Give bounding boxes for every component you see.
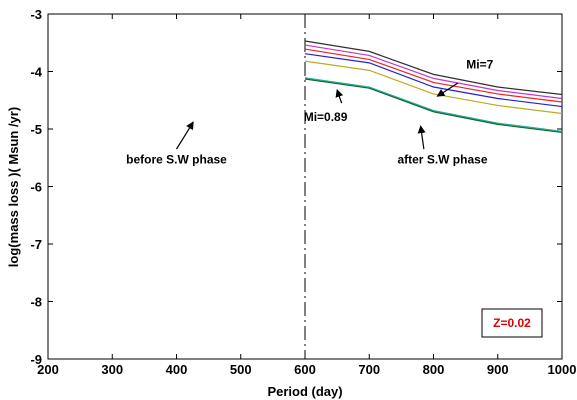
x-tick-label: 500 (230, 362, 252, 377)
x-axis-title: Period (day) (267, 384, 342, 399)
y-axis-title: log(mass loss )( Msun /yr) (6, 107, 21, 267)
series-line-6 (304, 77, 563, 132)
x-tick-label: 600 (294, 362, 316, 377)
annotation-arrow (436, 82, 459, 97)
annotation-label: Mi=0.89 (304, 110, 348, 124)
metallicity-box (481, 308, 543, 338)
x-tick-label: 300 (101, 362, 123, 377)
y-tick-label: -5 (30, 122, 42, 137)
x-tick-label: 1000 (548, 362, 577, 377)
y-tick-label: -9 (30, 352, 42, 367)
y-tick-label: -6 (30, 180, 42, 195)
annotation-label: after S.W phase (397, 153, 487, 167)
annotation-label: Mi=7 (466, 58, 493, 72)
plot-area: 200 300 400 500 600 700 800 900 1000 -3 -4 -5 -6 -7 -8… (30, 7, 576, 377)
y-tick-label: -4 (30, 65, 42, 80)
series-line-5 (304, 60, 563, 115)
annotation-arrow (417, 125, 426, 150)
y-tick-label: -3 (30, 7, 42, 22)
y-tick-label: -7 (30, 237, 42, 252)
series-line-3 (304, 48, 563, 103)
annotation-arrow (335, 88, 344, 104)
x-tick-label: 700 (358, 362, 380, 377)
x-tick-label: 800 (423, 362, 445, 377)
series-line-7 (304, 78, 563, 134)
series-line-4 (304, 53, 563, 108)
x-tick-label: 200 (37, 362, 59, 377)
annotation-label: before S.W phase (126, 153, 227, 167)
annotation-arrow (175, 121, 194, 150)
y-tick-label: -8 (30, 295, 42, 310)
x-tick-label: 900 (487, 362, 509, 377)
x-tick-label: 400 (166, 362, 188, 377)
series-line-2 (304, 44, 563, 100)
series-line-1 (304, 40, 563, 96)
metallicity-label: Z=0.02 (493, 316, 531, 330)
